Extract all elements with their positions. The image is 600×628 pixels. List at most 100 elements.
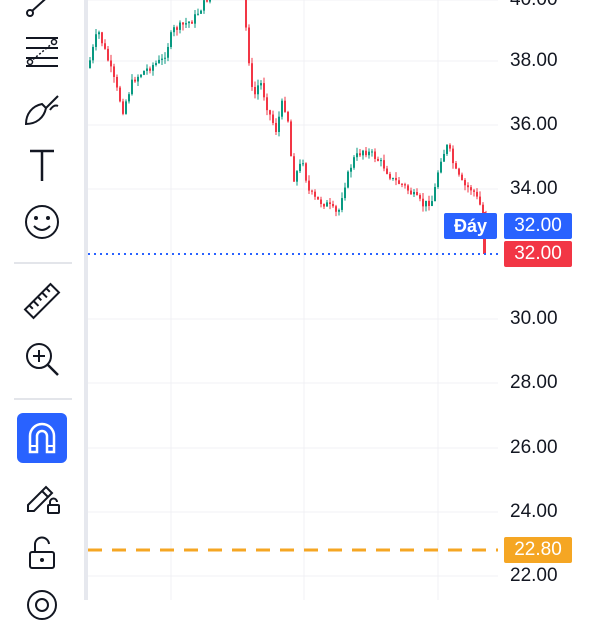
candle-body — [197, 13, 199, 15]
candle-body — [425, 200, 427, 207]
ruler-tool-icon[interactable] — [17, 276, 67, 326]
candle-body — [326, 202, 328, 207]
candle-body — [284, 100, 286, 112]
candle-body — [278, 116, 280, 133]
candle-body — [437, 172, 439, 188]
candle-body — [467, 185, 469, 188]
candle-body — [368, 151, 370, 156]
trend-line-tool-icon[interactable] — [17, 0, 67, 28]
candle-body — [479, 196, 481, 205]
price-tick: 30.00 — [510, 308, 558, 329]
candle-body — [302, 163, 304, 165]
candle-body — [476, 191, 478, 197]
fib-retracement-tool-icon[interactable] — [17, 25, 67, 75]
candle-body — [455, 163, 457, 169]
low-price-tag: 32.00 — [504, 213, 572, 239]
text-tool-icon[interactable] — [17, 140, 67, 190]
price-tick: 28.00 — [510, 372, 558, 393]
candle-body — [308, 180, 310, 191]
candle-body — [341, 198, 343, 210]
candle-body — [185, 23, 187, 25]
candle-body — [350, 167, 352, 172]
toolbar-separator — [14, 262, 72, 264]
candle-body — [347, 171, 349, 188]
price-tick: 38.00 — [510, 50, 558, 71]
candle-body — [257, 85, 259, 95]
candle-body — [101, 32, 103, 44]
candle-body — [401, 183, 403, 185]
candle-body — [128, 94, 130, 102]
candle-body — [92, 46, 94, 61]
candle-body — [275, 122, 277, 133]
candle-body — [167, 46, 169, 58]
candle-body — [104, 43, 106, 49]
zoom-in-tool-icon[interactable] — [17, 334, 67, 384]
candle-body — [461, 174, 463, 181]
candle-body — [434, 187, 436, 202]
price-chart[interactable] — [88, 0, 498, 600]
candle-body — [440, 161, 442, 173]
price-tick: 22.00 — [510, 565, 558, 586]
chart-grid — [88, 0, 498, 600]
candle-body — [290, 121, 292, 157]
price-tick: 36.00 — [510, 114, 558, 135]
candle-body — [329, 202, 331, 205]
candle-body — [254, 86, 256, 95]
candle-body — [353, 157, 355, 168]
candle-body — [107, 48, 109, 61]
candle-body — [464, 180, 466, 186]
candle-body — [143, 70, 145, 75]
candle-body — [125, 101, 127, 114]
candle-body — [98, 32, 100, 35]
candle-body — [209, 0, 211, 2]
candle-body — [392, 177, 394, 179]
candle-body — [383, 160, 385, 169]
candle-body — [158, 59, 160, 64]
candle-body — [431, 201, 433, 206]
candle-body — [137, 76, 139, 82]
candle-body — [458, 168, 460, 175]
candle-body — [296, 171, 298, 182]
candle-body — [203, 0, 205, 11]
more-tools-icon[interactable] — [17, 578, 67, 628]
candle-body — [176, 27, 178, 30]
candle-body — [269, 110, 271, 115]
brush-tool-icon[interactable] — [17, 85, 67, 135]
price-tick: 26.00 — [510, 437, 558, 458]
candle-body — [338, 209, 340, 212]
candle-body — [113, 66, 115, 77]
candle-body — [161, 58, 163, 60]
candle-body — [182, 22, 184, 25]
candle-body — [404, 184, 406, 186]
lock-drawing-tool-icon[interactable] — [17, 470, 67, 520]
candle-body — [110, 60, 112, 67]
candle-body — [365, 150, 367, 156]
candle-body — [473, 190, 475, 192]
unlock-icon[interactable] — [17, 527, 67, 577]
drawing-toolbar — [0, 0, 84, 620]
candle-body — [371, 151, 373, 153]
candle-body — [188, 21, 190, 24]
price-axis[interactable]: 40.00 38.00 36.00 34.00 30.00 28.00 26.0… — [498, 0, 600, 600]
candle-body — [416, 192, 418, 196]
candle-body — [470, 187, 472, 191]
candle-body — [245, 0, 247, 28]
candle-body — [146, 68, 148, 71]
candle-body — [419, 195, 421, 199]
candle-body — [389, 173, 391, 179]
candle-body — [356, 153, 358, 158]
candle-body — [248, 27, 250, 64]
candle-body — [443, 153, 445, 162]
candle-body — [206, 0, 208, 2]
price-tick: 24.00 — [510, 501, 558, 522]
candle-body — [305, 163, 307, 181]
candle-body — [395, 177, 397, 181]
candles — [89, 0, 487, 254]
candle-body — [149, 68, 151, 71]
candle-body — [173, 27, 175, 33]
magnet-tool-icon[interactable] — [17, 413, 67, 463]
candle-body — [320, 199, 322, 205]
candle-body — [95, 34, 97, 47]
candle-body — [323, 204, 325, 207]
emoji-tool-icon[interactable] — [17, 197, 67, 247]
